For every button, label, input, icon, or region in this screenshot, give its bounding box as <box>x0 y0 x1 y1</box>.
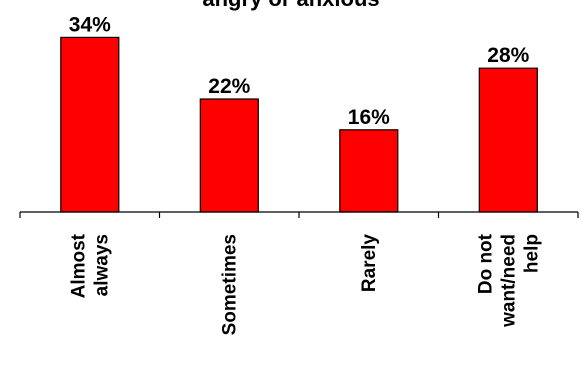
bar-4 <box>478 67 538 213</box>
category-label-line: help <box>521 234 542 273</box>
category-label-4-line-2: want/need <box>498 234 519 328</box>
x-axis <box>19 211 579 218</box>
category-label-line: Almost <box>68 233 89 298</box>
category-label-1-line-1: Almost <box>68 233 89 298</box>
category-label-2-line-1: Sometimes <box>219 234 240 335</box>
bar-1 <box>60 36 120 213</box>
bar-3 <box>339 129 399 213</box>
category-label-4-line-1: Do not <box>475 233 496 294</box>
data-label-1: 34% <box>69 13 111 36</box>
category-label-4-line-3: help <box>521 234 542 273</box>
category-label-line: always <box>91 234 112 296</box>
bar-2 <box>199 98 259 213</box>
category-label-line: want/need <box>498 234 519 328</box>
data-label-3: 16% <box>348 106 390 129</box>
category-label-line: Sometimes <box>219 234 240 335</box>
category-label-1-line-2: always <box>91 234 112 296</box>
data-label-4: 28% <box>487 44 529 67</box>
data-label-2: 22% <box>208 75 250 98</box>
category-label-line: Rarely <box>359 234 380 293</box>
category-labels: Almost always Sometimes Rarely Do not want/ne… <box>68 233 542 335</box>
chart-title: angry or anxious <box>202 0 379 11</box>
bars <box>60 36 538 213</box>
data-labels: 34% 22% 16% 28% <box>69 13 530 128</box>
category-label-line: Do not <box>475 233 496 294</box>
category-label-3-line-1: Rarely <box>359 234 380 293</box>
